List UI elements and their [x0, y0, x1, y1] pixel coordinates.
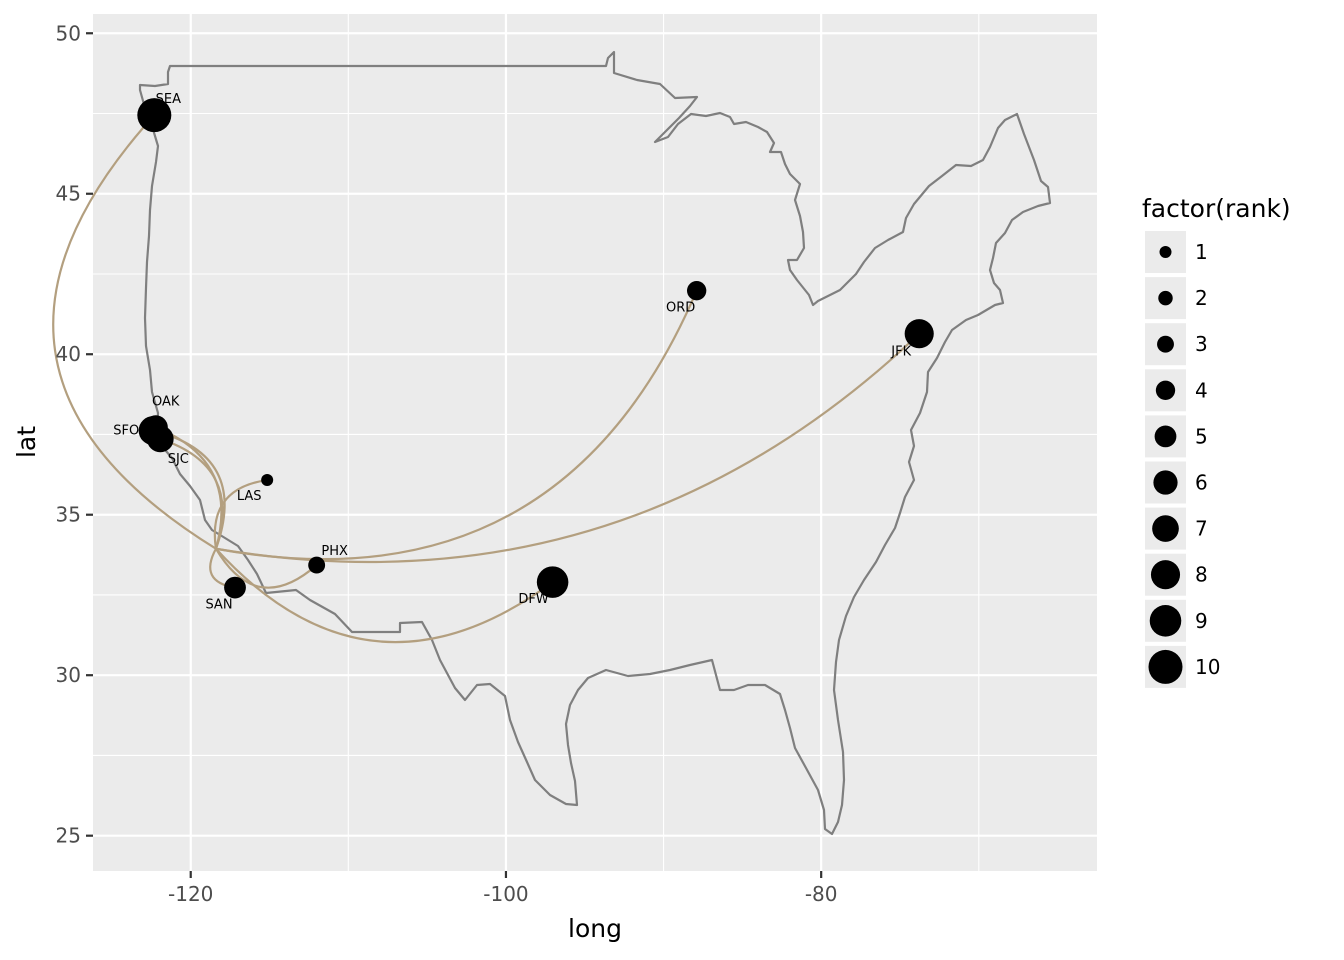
airport-label-las: LAS [237, 489, 262, 504]
route-sea [52, 114, 217, 550]
airport-labels: SEA OAK SFO SJC LAS PHX SAN DFW ORD JFK [113, 92, 911, 612]
legend-keys: 1 2 3 4 5 6 7 8 9 10 [1145, 231, 1220, 688]
route-dfw [215, 548, 554, 644]
airport-point-phx [308, 556, 326, 574]
x-axis: -120 -100 -80 [168, 871, 838, 906]
route-jfk [215, 332, 920, 564]
legend-key-label: 3 [1195, 332, 1208, 356]
legend-key-label: 8 [1195, 563, 1208, 587]
y-axis: 25 30 35 40 45 50 [56, 21, 93, 848]
legend-key-point-4 [1155, 380, 1176, 400]
airport-points [137, 98, 934, 599]
us-outline-map [138, 50, 1052, 836]
x-tick-label: -120 [168, 882, 213, 906]
airport-point-sjc [146, 425, 174, 453]
airport-label-sfo: SFO [113, 424, 139, 439]
airport-point-san [224, 576, 246, 599]
legend: factor(rank) 1 2 3 4 5 6 7 8 9 10 [1142, 194, 1291, 688]
legend-title: factor(rank) [1142, 194, 1291, 223]
legend-key-label: 6 [1195, 471, 1208, 495]
y-tick-label: 30 [56, 663, 81, 687]
legend-key-label: 9 [1195, 609, 1208, 633]
airport-label-jfk: JFK [890, 345, 911, 360]
airport-label-oak: OAK [152, 394, 180, 409]
minor-gridlines [93, 14, 1097, 871]
y-axis-title: lat [12, 426, 41, 458]
airport-point-sea [137, 98, 172, 133]
x-tick-label: -100 [483, 882, 528, 906]
airport-point-las [261, 474, 274, 487]
y-tick-label: 25 [56, 824, 81, 848]
airport-point-dfw [536, 566, 569, 598]
legend-key-point-1 [1159, 246, 1172, 258]
legend-key-point-6 [1153, 470, 1178, 495]
airport-label-sjc: SJC [168, 452, 189, 467]
legend-key-label: 5 [1195, 424, 1208, 448]
airport-point-ord [686, 281, 707, 301]
legend-key-label: 10 [1195, 655, 1220, 679]
y-tick-label: 35 [56, 503, 81, 527]
legend-key-point-10 [1148, 649, 1183, 684]
legend-key-label: 7 [1195, 517, 1208, 541]
route-lines [52, 114, 920, 644]
airport-label-phx: PHX [321, 544, 348, 559]
legend-key-point-9 [1149, 605, 1182, 637]
x-axis-title: long [568, 914, 622, 943]
y-tick-label: 50 [56, 21, 81, 45]
airport-label-dfw: DFW [518, 592, 548, 607]
legend-key-point-5 [1154, 425, 1177, 448]
route-phx [214, 548, 318, 589]
airport-label-sea: SEA [156, 92, 181, 107]
legend-key-point-3 [1157, 335, 1174, 353]
legend-key-label: 1 [1195, 240, 1208, 264]
y-tick-label: 40 [56, 342, 81, 366]
us-outline-path [138, 50, 1052, 836]
route-las [213, 478, 268, 549]
y-tick-label: 45 [56, 182, 81, 206]
airport-label-ord: ORD [666, 301, 695, 316]
legend-key-label: 2 [1195, 286, 1208, 310]
route-sjc [159, 437, 224, 550]
x-tick-label: -80 [805, 882, 838, 906]
legend-key-point-2 [1158, 290, 1173, 306]
plot-panel [93, 14, 1097, 871]
legend-key-point-8 [1150, 560, 1181, 590]
airport-point-jfk [904, 319, 934, 349]
legend-key-label: 4 [1195, 378, 1208, 402]
airport-label-san: SAN [205, 598, 232, 613]
legend-key-point-7 [1152, 515, 1179, 542]
